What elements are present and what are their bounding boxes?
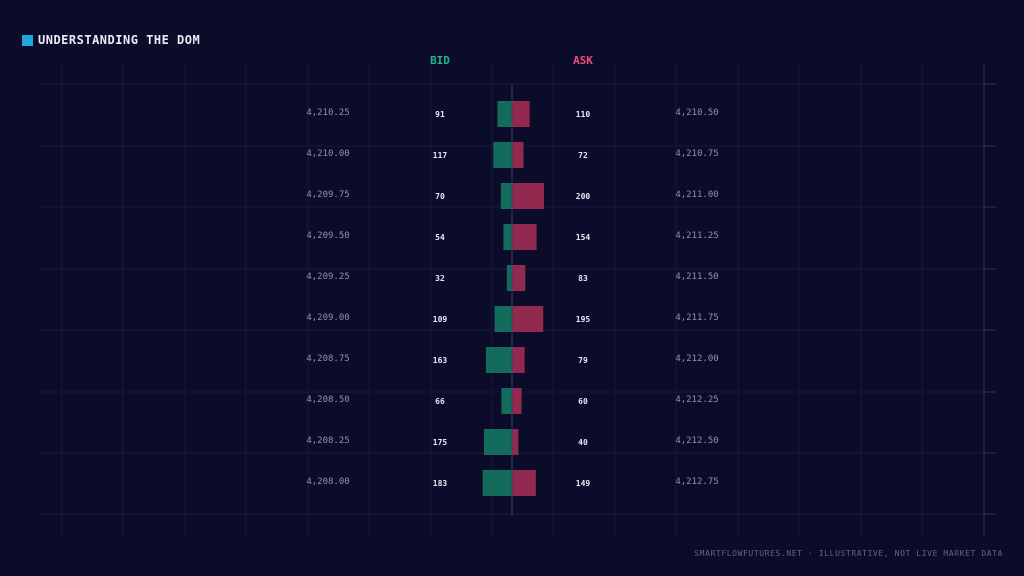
ask-price-label: 4,211.50 xyxy=(675,272,718,282)
ask-size-label: 40 xyxy=(578,438,588,447)
title-square-icon xyxy=(22,34,33,46)
page-title: UNDERSTANDING THE DOM xyxy=(38,33,201,47)
ask-size-label: 79 xyxy=(578,356,588,365)
bid-price-label: 4,210.25 xyxy=(306,108,349,118)
ask-price-label: 4,212.25 xyxy=(675,395,718,405)
ask-price-label: 4,211.75 xyxy=(675,313,718,323)
ask-bar xyxy=(512,183,544,209)
ask-price-label: 4,210.50 xyxy=(675,108,718,118)
ask-size-label: 195 xyxy=(576,315,591,324)
ask-bar xyxy=(512,429,519,455)
bid-price-label: 4,209.50 xyxy=(306,231,349,241)
ask-price-label: 4,211.00 xyxy=(675,190,718,200)
bid-bar xyxy=(500,183,512,209)
bid-price-label: 4,208.00 xyxy=(306,477,349,487)
ask-header: ASK xyxy=(573,54,593,67)
ask-bar xyxy=(512,347,525,373)
bid-size-label: 117 xyxy=(433,151,448,160)
ask-bar xyxy=(512,224,537,250)
ask-price-label: 4,211.25 xyxy=(675,231,718,241)
bid-price-label: 4,208.50 xyxy=(306,395,349,405)
bid-size-label: 70 xyxy=(435,192,445,201)
bid-bar xyxy=(485,347,512,373)
ask-size-label: 83 xyxy=(578,274,588,283)
bid-price-label: 4,210.00 xyxy=(306,149,349,159)
bid-size-label: 91 xyxy=(435,110,445,119)
bid-size-label: 175 xyxy=(433,438,448,447)
bid-size-label: 109 xyxy=(433,315,448,324)
bid-price-label: 4,208.75 xyxy=(306,354,349,364)
ask-price-label: 4,212.00 xyxy=(675,354,718,364)
ask-bar xyxy=(512,306,544,332)
ask-price-label: 4,212.50 xyxy=(675,436,718,446)
bid-bar xyxy=(482,470,512,496)
ask-size-label: 72 xyxy=(578,151,588,160)
bid-size-label: 32 xyxy=(435,274,445,283)
bid-size-label: 66 xyxy=(435,397,445,406)
ask-bar xyxy=(512,265,526,291)
ask-bar xyxy=(512,388,522,414)
footer-note: SMARTFLOWFUTURES.NET · ILLUSTRATIVE, NOT… xyxy=(694,549,1003,558)
row-labels: 4,210.25 91 110 4,210.50 4,210.00 117 72 4,210.… xyxy=(306,108,718,488)
grid xyxy=(40,64,996,536)
bid-bar xyxy=(501,388,512,414)
ask-size-label: 200 xyxy=(576,192,591,201)
ask-size-label: 110 xyxy=(576,110,591,119)
bid-size-label: 183 xyxy=(433,479,448,488)
bid-price-label: 4,208.25 xyxy=(306,436,349,446)
bid-bar xyxy=(497,101,512,127)
bid-bar xyxy=(503,224,512,250)
ask-size-label: 149 xyxy=(576,479,591,488)
ask-price-label: 4,210.75 xyxy=(675,149,718,159)
ask-size-label: 154 xyxy=(576,233,591,242)
bid-size-label: 163 xyxy=(433,356,448,365)
bid-price-label: 4,209.25 xyxy=(306,272,349,282)
bid-size-label: 54 xyxy=(435,233,445,242)
ask-bar xyxy=(512,142,524,168)
bid-header: BID xyxy=(430,54,450,67)
ask-size-label: 60 xyxy=(578,397,588,406)
bid-bar xyxy=(506,265,512,291)
title-block: UNDERSTANDING THE DOM xyxy=(22,33,200,47)
ask-bar xyxy=(512,101,530,127)
bid-bar xyxy=(493,142,512,168)
bid-bar xyxy=(494,306,512,332)
bid-price-label: 4,209.00 xyxy=(306,313,349,323)
bid-bar xyxy=(484,429,512,455)
ask-price-label: 4,212.75 xyxy=(675,477,718,487)
depth-bars xyxy=(482,101,544,496)
bid-price-label: 4,209.75 xyxy=(306,190,349,200)
ask-bar xyxy=(512,470,536,496)
